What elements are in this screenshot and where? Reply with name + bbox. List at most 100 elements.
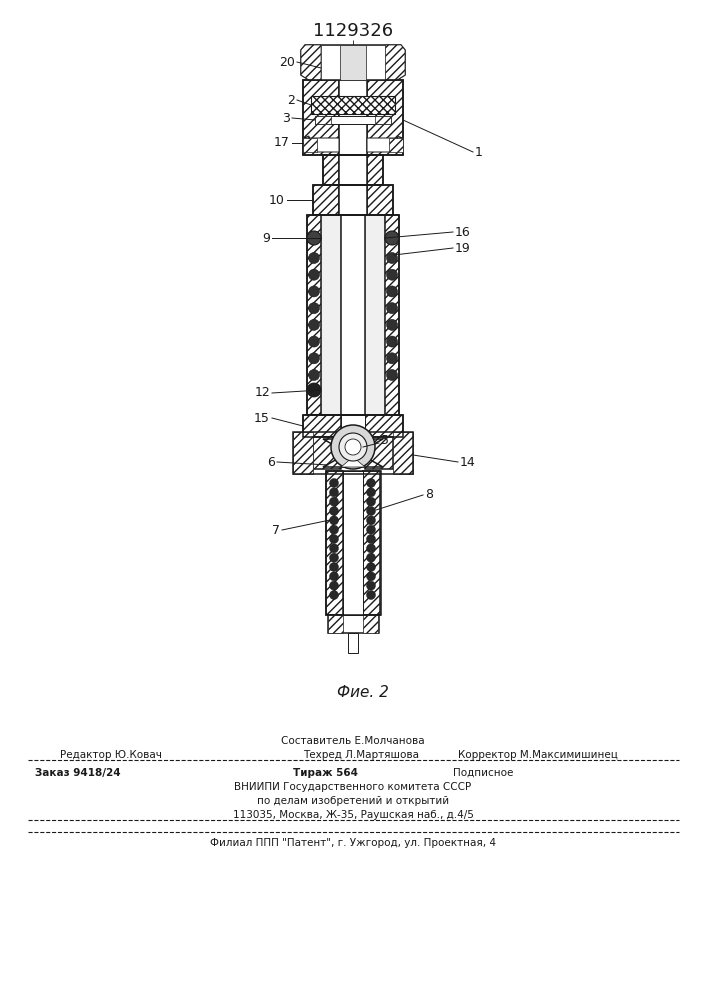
Bar xyxy=(339,80,367,155)
Text: Фие. 2: Фие. 2 xyxy=(337,685,389,700)
Bar xyxy=(339,185,367,215)
Bar xyxy=(341,415,365,437)
Circle shape xyxy=(339,433,367,461)
Bar xyxy=(375,116,391,124)
Text: Составитель Е.Молчанова: Составитель Е.Молчанова xyxy=(281,736,425,746)
Circle shape xyxy=(329,516,339,525)
Circle shape xyxy=(331,425,375,469)
Circle shape xyxy=(366,590,375,599)
Bar xyxy=(341,215,365,415)
Circle shape xyxy=(387,252,397,263)
Circle shape xyxy=(366,506,375,516)
Bar xyxy=(303,415,341,437)
Circle shape xyxy=(345,439,361,455)
Bar xyxy=(365,215,385,415)
Circle shape xyxy=(366,553,375,562)
Circle shape xyxy=(307,383,321,397)
Text: 3: 3 xyxy=(282,111,290,124)
Polygon shape xyxy=(367,136,403,152)
Bar xyxy=(385,215,399,415)
Circle shape xyxy=(366,525,375,534)
Text: 10: 10 xyxy=(269,194,285,207)
Bar xyxy=(363,615,378,633)
Circle shape xyxy=(387,303,397,314)
Circle shape xyxy=(387,286,397,297)
Bar xyxy=(343,471,363,615)
Text: Филиал ППП "Патент", г. Ужгород, ул. Проектная, 4: Филиал ППП "Патент", г. Ужгород, ул. Про… xyxy=(210,838,496,848)
Text: 5: 5 xyxy=(381,434,389,446)
Circle shape xyxy=(329,590,339,599)
Circle shape xyxy=(308,319,320,330)
Circle shape xyxy=(308,286,320,297)
Polygon shape xyxy=(341,457,365,467)
Text: 6: 6 xyxy=(267,456,275,468)
Bar xyxy=(367,80,403,155)
Circle shape xyxy=(366,479,375,488)
Text: Техред Л.Мартяшова: Техред Л.Мартяшова xyxy=(303,750,419,760)
Bar xyxy=(365,415,403,437)
Circle shape xyxy=(366,488,375,497)
Circle shape xyxy=(329,562,339,572)
Circle shape xyxy=(366,562,375,572)
Bar xyxy=(321,45,385,80)
Circle shape xyxy=(307,231,321,245)
Bar xyxy=(326,471,343,615)
Bar xyxy=(307,215,321,415)
Text: 9: 9 xyxy=(262,232,270,244)
Bar xyxy=(313,437,341,469)
Bar xyxy=(326,471,381,615)
Text: 1129326: 1129326 xyxy=(313,22,393,40)
Bar xyxy=(303,415,403,437)
Bar xyxy=(340,45,366,80)
Circle shape xyxy=(387,369,397,380)
Circle shape xyxy=(308,336,320,347)
Circle shape xyxy=(366,534,375,544)
Bar xyxy=(313,185,393,215)
Bar xyxy=(393,432,413,474)
Bar xyxy=(363,471,380,615)
Bar xyxy=(365,437,393,469)
Circle shape xyxy=(366,572,375,581)
Text: Заказ 9418/24: Заказ 9418/24 xyxy=(35,768,121,778)
Bar xyxy=(315,116,331,124)
Bar xyxy=(328,615,379,633)
Circle shape xyxy=(329,497,339,506)
Text: Подписное: Подписное xyxy=(453,768,513,778)
Circle shape xyxy=(329,488,339,497)
Text: по делам изобретений и открытий: по делам изобретений и открытий xyxy=(257,796,449,806)
Bar xyxy=(293,432,413,474)
Circle shape xyxy=(329,525,339,534)
Polygon shape xyxy=(301,45,405,80)
Bar xyxy=(367,185,393,215)
Bar xyxy=(311,96,395,114)
Circle shape xyxy=(308,369,320,380)
Text: 113035, Москва, Ж-35, Раушская наб., д.4/5: 113035, Москва, Ж-35, Раушская наб., д.4… xyxy=(233,810,474,820)
Circle shape xyxy=(329,534,339,544)
Bar xyxy=(348,633,358,653)
Bar xyxy=(321,215,341,415)
Bar xyxy=(323,155,339,185)
Circle shape xyxy=(308,303,320,314)
Circle shape xyxy=(329,506,339,516)
Circle shape xyxy=(308,353,320,364)
Bar xyxy=(367,155,383,185)
Bar xyxy=(339,155,367,185)
Text: Корректор М.Максимишинец: Корректор М.Максимишинец xyxy=(458,750,618,760)
Bar xyxy=(315,116,391,124)
Text: Редактор Ю.Ковач: Редактор Ю.Ковач xyxy=(60,750,162,760)
Text: 16: 16 xyxy=(455,226,471,238)
Text: 14: 14 xyxy=(460,456,476,468)
Circle shape xyxy=(329,553,339,562)
Circle shape xyxy=(387,336,397,347)
Bar xyxy=(293,432,313,474)
Circle shape xyxy=(366,516,375,525)
Circle shape xyxy=(366,581,375,590)
Bar xyxy=(389,138,403,152)
Bar xyxy=(303,80,339,155)
Bar xyxy=(313,185,339,215)
Text: 2: 2 xyxy=(287,94,295,106)
Text: 19: 19 xyxy=(455,241,471,254)
Text: 17: 17 xyxy=(274,136,290,149)
Circle shape xyxy=(366,497,375,506)
Bar xyxy=(303,80,403,155)
